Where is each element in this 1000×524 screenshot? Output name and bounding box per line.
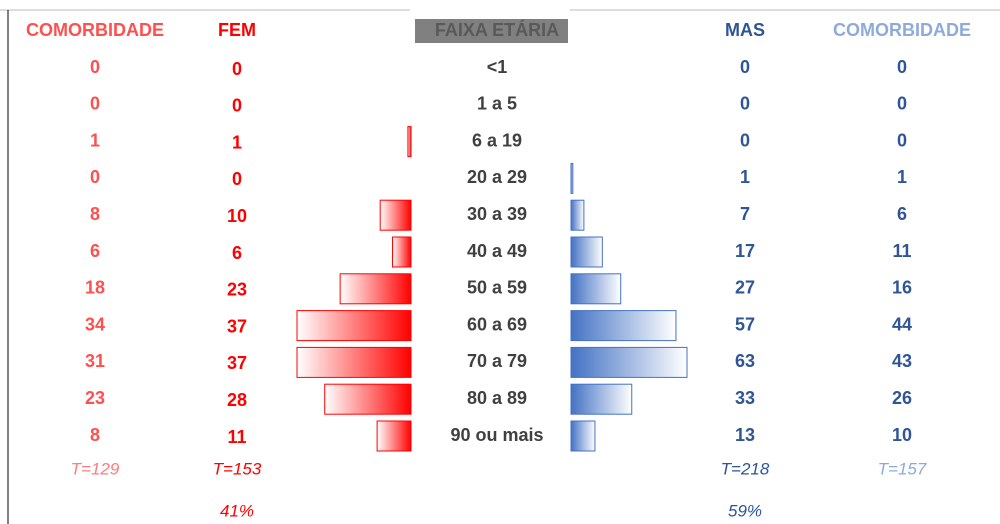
- mas-bar: [570, 162, 574, 194]
- cell: 0: [897, 57, 907, 77]
- cell: 17: [735, 241, 755, 261]
- header-cell: FAIXA ETÁRIA: [435, 19, 559, 40]
- total: T=218: [721, 459, 770, 478]
- header-cell: MAS: [725, 20, 765, 40]
- mas-bar: [570, 346, 688, 378]
- cell: 43: [892, 351, 912, 371]
- mas-bar: [570, 199, 585, 231]
- cell: 0: [897, 130, 907, 150]
- percentage: 41%: [220, 501, 254, 520]
- cell: 23: [227, 280, 247, 300]
- cell: 1: [897, 167, 907, 187]
- cell: 80 a 89: [467, 388, 527, 408]
- mas-bar: [570, 310, 677, 342]
- cell: 11: [892, 241, 911, 261]
- fem-bar: [324, 383, 412, 415]
- cell: 27: [735, 278, 755, 298]
- cell: 18: [85, 278, 105, 298]
- cell: 31: [85, 351, 105, 371]
- cell: 8: [90, 204, 100, 224]
- cell: 1: [740, 167, 750, 187]
- cell: 10: [227, 206, 247, 226]
- cell: 10: [892, 425, 912, 445]
- percentage: 59%: [728, 501, 762, 520]
- fem-bar: [407, 126, 412, 158]
- cell: 50 a 59: [467, 278, 527, 298]
- cell: 8: [90, 425, 100, 445]
- fem-bar: [376, 420, 412, 452]
- cell: 57: [735, 314, 755, 334]
- mas-bar: [570, 420, 596, 452]
- mas-bar: [570, 273, 622, 305]
- cell: 0: [740, 130, 750, 150]
- mas-bar: [570, 236, 603, 268]
- cell: 0: [232, 96, 242, 116]
- cell: 6: [897, 204, 907, 224]
- mas-bar: [570, 383, 633, 415]
- cell: 0: [90, 57, 100, 77]
- cell: 6 a 19: [472, 130, 522, 150]
- fem-bar: [296, 346, 412, 378]
- cell: 33: [735, 388, 755, 408]
- total: T=129: [71, 459, 120, 478]
- cell: 37: [227, 353, 247, 373]
- header-cell: COMORBIDADE: [26, 20, 164, 40]
- cell: 20 a 29: [467, 167, 527, 187]
- cell: 0: [740, 57, 750, 77]
- cell: 37: [227, 316, 247, 336]
- cell: 0: [740, 94, 750, 114]
- cell: 34: [85, 314, 105, 334]
- cell: 1: [232, 132, 242, 152]
- cell: 26: [892, 388, 912, 408]
- cell: 23: [85, 388, 105, 408]
- fem-bar: [379, 199, 412, 231]
- cell: 0: [232, 59, 242, 79]
- cell: 0: [90, 94, 100, 114]
- header-cell: FEM: [218, 20, 256, 40]
- cell: 11: [227, 427, 246, 447]
- cell: 0: [897, 94, 907, 114]
- cell: 44: [892, 314, 912, 334]
- header-bg: [415, 19, 568, 43]
- fem-bar: [339, 273, 412, 305]
- cell: 1 a 5: [477, 94, 517, 114]
- cell: <1: [487, 57, 508, 77]
- cell: 90 ou mais: [450, 425, 543, 445]
- cell: 0: [232, 169, 242, 189]
- cell: 0: [90, 167, 100, 187]
- header-cell: COMORBIDADE: [833, 20, 971, 40]
- cell: 70 a 79: [467, 351, 527, 371]
- total: T=153: [213, 459, 262, 478]
- fem-bar: [296, 310, 412, 342]
- cell: 30 a 39: [467, 204, 527, 224]
- cell: 63: [735, 351, 755, 371]
- cell: 6: [232, 243, 242, 263]
- fem-bar: [392, 236, 412, 268]
- cell: 13: [735, 425, 755, 445]
- cell: 40 a 49: [467, 241, 527, 261]
- cell: 1: [90, 130, 100, 150]
- cell: 7: [740, 204, 750, 224]
- cell: 60 a 69: [467, 314, 527, 334]
- total: T=157: [878, 459, 927, 478]
- cell: 16: [892, 278, 912, 298]
- cell: 28: [227, 390, 247, 410]
- cell: 6: [90, 241, 100, 261]
